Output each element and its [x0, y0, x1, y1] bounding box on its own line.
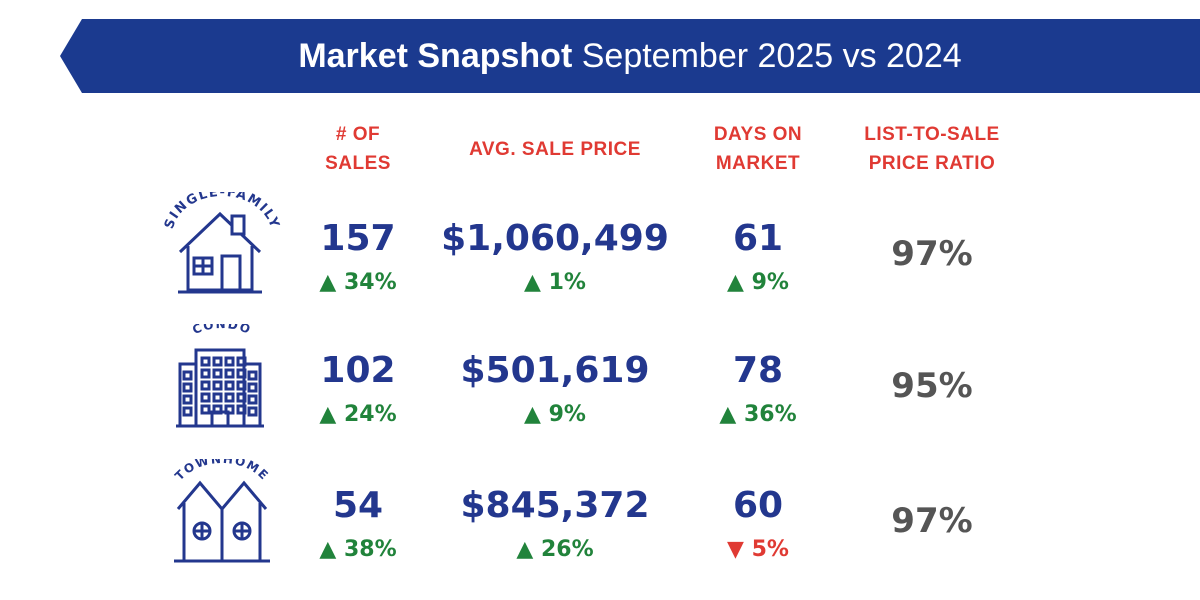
dom-value: 61: [732, 218, 784, 259]
townhome-icon: TOWNHOME: [172, 459, 272, 563]
arrow-up-icon: ▲: [524, 402, 541, 427]
dom-value: 78: [732, 350, 784, 391]
dom-value: 60: [732, 485, 784, 526]
ratio-value: 97%: [891, 234, 973, 274]
price-value: $845,372: [460, 485, 650, 526]
sales-change: ▲ 24%: [319, 402, 397, 427]
sales-value: 157: [320, 218, 396, 259]
dom-change: ▲ 9%: [727, 270, 789, 295]
svg-text:CONDO: CONDO: [190, 324, 253, 337]
arrow-up-icon: ▲: [524, 270, 541, 295]
sales-value: 54: [332, 485, 384, 526]
ratio-value: 95%: [891, 366, 973, 406]
price-value: $501,619: [460, 350, 650, 391]
header-price: AVG. SALE PRICE: [469, 139, 641, 160]
house-icon: SINGLE-FAMILY: [162, 192, 281, 294]
price-change: ▲ 1%: [524, 270, 586, 295]
arrow-up-icon: ▲: [727, 270, 744, 295]
price-change: ▲ 26%: [516, 537, 594, 562]
sales-value: 102: [320, 350, 396, 391]
dom-change: ▲ 36%: [719, 402, 797, 427]
sales-change: ▲ 38%: [319, 537, 397, 562]
arrow-up-icon: ▲: [719, 402, 737, 427]
dom-change: ▼ 5%: [727, 537, 789, 562]
arrow-up-icon: ▲: [516, 537, 534, 562]
title-banner: [60, 19, 1200, 93]
page-title: Market Snapshot September 2025 vs 2024: [298, 37, 962, 75]
header-sales: # OF SALES: [325, 124, 391, 174]
sales-change: ▲ 34%: [319, 270, 397, 295]
arrow-up-icon: ▲: [319, 537, 337, 562]
ratio-value: 97%: [891, 501, 973, 541]
arrow-up-icon: ▲: [319, 402, 337, 427]
header-ratio: LIST-TO-SALE PRICE RATIO: [864, 124, 1000, 174]
price-value: $1,060,499: [441, 218, 669, 259]
price-change: ▲ 9%: [524, 402, 586, 427]
arrow-up-icon: ▲: [319, 270, 337, 295]
arrow-down-icon: ▼: [727, 537, 744, 562]
header-dom: DAYS ON MARKET: [713, 124, 803, 174]
svg-text:TOWNHOME: TOWNHOME: [172, 459, 272, 483]
building-icon: CONDO: [176, 324, 264, 428]
